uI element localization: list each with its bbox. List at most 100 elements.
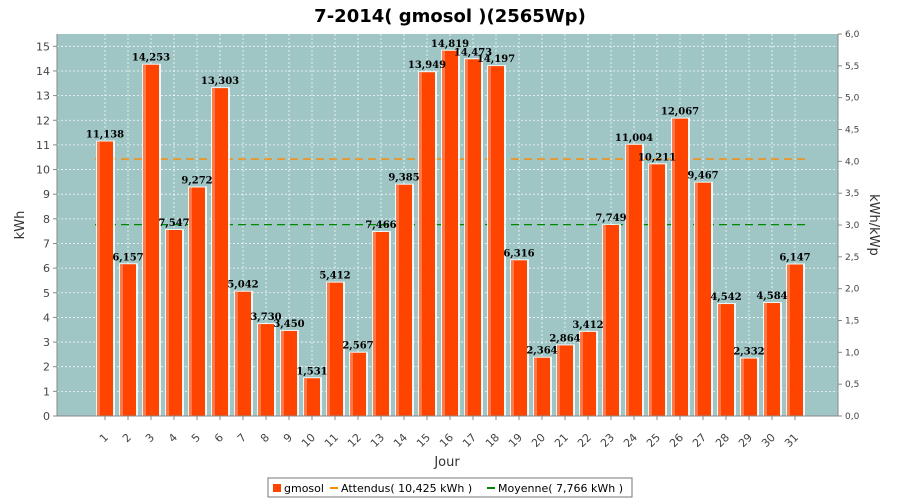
bar-highlight: [120, 264, 123, 416]
y-tick-label: 13: [36, 90, 50, 103]
bar: [649, 164, 665, 416]
data-label: 11,138: [86, 130, 124, 141]
data-label: 2,364: [526, 346, 557, 357]
bar-highlight: [373, 231, 376, 416]
bar: [189, 187, 205, 416]
data-label: 2,567: [342, 341, 373, 352]
data-label: 14,473: [454, 47, 492, 58]
x-tick-label: 12: [345, 431, 364, 450]
x-tick-label: 19: [506, 431, 525, 450]
bar: [787, 264, 803, 416]
y-tick-label: 6: [43, 262, 50, 275]
bar-highlight: [304, 378, 307, 416]
bar: [396, 184, 412, 416]
bar-highlight: [603, 225, 606, 416]
bar-highlight: [649, 164, 652, 416]
data-label: 3,730: [250, 312, 281, 323]
x-tick-label: 18: [483, 431, 502, 450]
bar: [120, 264, 136, 416]
y-tick-label: 5: [43, 287, 50, 300]
data-label: 13,949: [408, 60, 446, 71]
data-label: 4,542: [710, 292, 741, 303]
bar-highlight: [626, 144, 629, 417]
x-tick-label: 11: [322, 431, 341, 450]
y-axis-right: 0,0 0,5 1,0 1,5 2,0 2,5 3,0 3,5 4,0 4,5 5,0 5,5 6,0: [837, 30, 860, 422]
bar: [603, 225, 619, 416]
bar: [258, 324, 274, 416]
bar-highlight: [764, 303, 767, 416]
y2-tick-label: 4,5: [845, 126, 859, 136]
x-tick-label: 15: [414, 431, 433, 450]
x-tick-label: 16: [437, 431, 456, 450]
x-tick-label: 21: [552, 431, 571, 450]
bar: [419, 72, 435, 417]
bar-highlight: [97, 141, 100, 416]
legend-box: [267, 477, 633, 498]
x-tick-label: 8: [258, 431, 272, 445]
y2-tick-label: 6,0: [845, 30, 860, 40]
bar-highlight: [695, 182, 698, 416]
data-label: 6,157: [112, 252, 143, 263]
y2-tick-label: 1,5: [845, 317, 859, 327]
data-label: 11,004: [615, 133, 653, 144]
x-tick-label: 10: [299, 431, 318, 450]
y2-tick-label: 0,0: [845, 412, 860, 422]
y-tick-label: 9: [43, 188, 50, 201]
data-label: 9,467: [687, 171, 718, 182]
data-label: 3,412: [572, 320, 603, 331]
bar: [212, 88, 228, 416]
bar-highlight: [258, 324, 261, 416]
y2-tick-label: 3,0: [845, 221, 860, 231]
x-tick-label: 7: [235, 431, 249, 445]
bar-highlight: [396, 184, 399, 416]
bar: [672, 118, 688, 416]
x-tick-label: 9: [281, 431, 295, 445]
y2-tick-label: 0,5: [845, 380, 859, 390]
bar-highlight: [488, 66, 491, 417]
y2-tick-label: 3,5: [845, 189, 859, 199]
bar: [465, 59, 481, 417]
bar: [143, 64, 159, 416]
y2-axis-label: kWh/kWp: [866, 194, 881, 256]
legend: gmosol Attendus( 10,425 kWh ) Moyenne( 7…: [267, 477, 633, 498]
y-tick-label: 3: [43, 336, 50, 349]
x-tick-label: 30: [759, 431, 778, 450]
bar-highlight: [534, 357, 537, 416]
bar-highlight: [465, 59, 468, 417]
y2-tick-label: 2,5: [845, 253, 859, 263]
bar-highlight: [281, 330, 284, 416]
bar: [304, 378, 320, 416]
data-label: 1,531: [296, 366, 327, 377]
bar-highlight: [741, 358, 744, 416]
bar: [741, 358, 757, 416]
data-label: 12,067: [661, 107, 699, 118]
bar-highlight: [419, 72, 422, 417]
data-label: 6,147: [779, 253, 810, 264]
bar: [695, 182, 711, 416]
x-tick-label: 31: [782, 431, 801, 450]
x-tick-label: 27: [690, 431, 709, 450]
bar-highlight: [350, 352, 353, 416]
data-label: 7,466: [365, 220, 396, 231]
bar-highlight: [718, 304, 721, 416]
data-label: 14,819: [431, 39, 469, 50]
x-tick-label: 1: [97, 431, 111, 445]
x-tick-label: 28: [713, 431, 732, 450]
bar: [718, 304, 734, 416]
data-label: 6,316: [503, 248, 534, 259]
y2-tick-label: 2,0: [845, 285, 860, 295]
x-tick-label: 6: [212, 431, 226, 445]
x-axis: 1 2 3 4 5 6 7 8 9 10 11 12 13 14 15 16 17 18 19 20 21 22 23 24 2…: [57, 415, 838, 450]
data-label: 13,303: [201, 76, 239, 87]
x-tick-label: 23: [598, 431, 617, 450]
bar-highlight: [580, 331, 583, 416]
data-label: 14,197: [477, 54, 515, 65]
y-tick-label: 2: [43, 361, 50, 374]
bar: [327, 282, 343, 416]
y-tick-label: 15: [36, 40, 50, 53]
y-tick-label: 12: [36, 114, 50, 127]
x-tick-label: 29: [736, 431, 755, 450]
y-tick-label: 10: [36, 164, 50, 177]
x-tick-label: 14: [391, 431, 410, 450]
